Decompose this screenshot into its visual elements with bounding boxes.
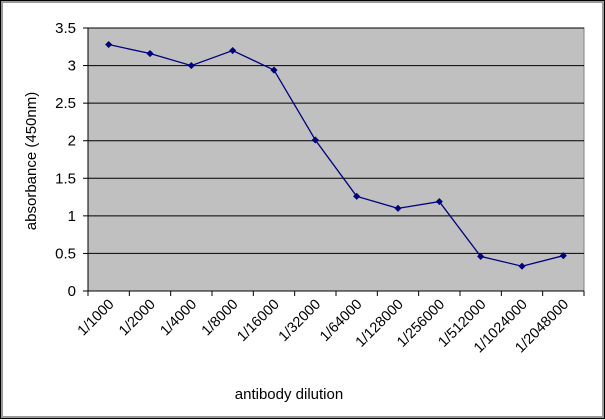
y-tick-label: 3 (68, 58, 76, 75)
x-tick-marks (87, 291, 585, 296)
data-point (146, 49, 154, 58)
y-axis-title: absorbance (450nm) (23, 92, 40, 230)
y-tick-label: 2.5 (55, 95, 76, 112)
data-point (518, 262, 526, 270)
data-point (435, 197, 443, 206)
y-tick-labels: 0 0.5 1 1.5 2 2.5 3 3.5 (55, 20, 76, 300)
y-tick-label: 1 (68, 208, 76, 225)
data-point (105, 40, 113, 49)
data-point (394, 204, 402, 212)
y-tick-label: 1.5 (55, 170, 76, 187)
x-tick-label: 1/4000 (157, 297, 200, 340)
y-tick-label: 0 (68, 283, 76, 300)
x-tick-label: 1/1000 (75, 297, 118, 340)
y-tick-label: 0.5 (55, 245, 76, 262)
x-tick-label: 1/16000 (234, 297, 282, 345)
y-tick-label: 3.5 (55, 20, 76, 37)
plot-area (87, 27, 585, 292)
x-tick-label: 1/32000 (276, 297, 324, 345)
series-line (108, 43, 564, 267)
y-tick-label: 2 (68, 133, 76, 150)
x-tick-label: 1/2000 (116, 297, 159, 340)
series-group (105, 40, 567, 270)
data-point (187, 61, 195, 70)
data-point (311, 136, 319, 144)
data-point (477, 252, 485, 261)
data-point (270, 66, 278, 74)
x-axis-title: antibody dilution (235, 386, 343, 403)
data-point (229, 46, 237, 55)
x-tick-labels: 1/10001/20001/40001/80001/160001/320001/… (75, 297, 572, 357)
data-point (353, 192, 361, 200)
data-point (559, 252, 567, 260)
